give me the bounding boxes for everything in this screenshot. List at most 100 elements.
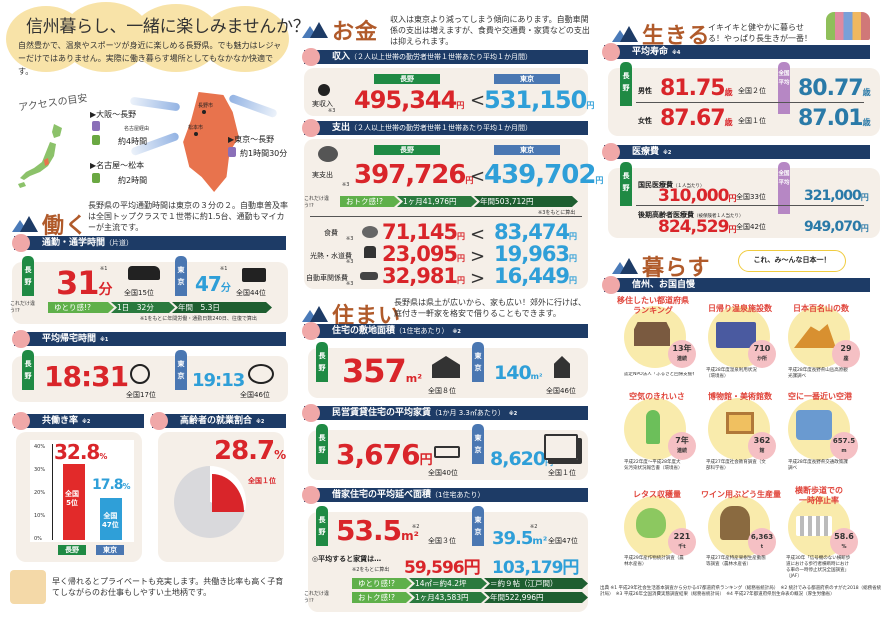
item-source: 平成30年「信号機のない横断歩道における歩行者横断時における車の一時停止状況全国…	[786, 556, 851, 579]
bar-sublabel: （片道）	[105, 239, 134, 247]
note: ※4	[672, 50, 681, 56]
sublabel: （１人当たり）	[673, 184, 705, 189]
food-icon	[362, 226, 378, 238]
row-label: 実支出	[312, 171, 333, 179]
note: ※2	[663, 150, 672, 156]
item-label: 光熱・水道費	[310, 252, 352, 260]
tag-nagano: 長野	[316, 342, 328, 382]
chevron: ゆとり感!?	[48, 302, 114, 313]
bar-life-expectancy: 平均寿命 ※4	[602, 43, 870, 61]
bar-return-home: 平均帰宅時間 ※1	[12, 330, 286, 348]
bullet-circle	[302, 486, 320, 504]
value: 221	[673, 532, 691, 541]
tick: 30%	[34, 467, 46, 473]
value: 81.75	[660, 76, 726, 101]
item-badge: 13年 連続	[668, 340, 696, 368]
compare-sign: <	[470, 166, 486, 187]
rank: 全国44位	[236, 289, 266, 297]
note: ※2	[530, 524, 538, 530]
bullet-circle	[602, 43, 620, 61]
unit: 座	[843, 356, 849, 362]
rank: 全国46位	[240, 391, 270, 399]
tag-tokyo: 東京	[472, 342, 484, 382]
bullet-circle	[12, 234, 30, 252]
bar-label: 平均寿命	[632, 47, 669, 57]
value: 29	[840, 344, 852, 353]
note: ※2	[82, 419, 91, 425]
unit: m	[841, 448, 847, 454]
label-tokyo: 東京	[494, 145, 560, 155]
value: 39.5	[492, 528, 533, 549]
avg-rent-nagano: 59,596円	[404, 558, 481, 578]
bar-elderly-employment: 高齢者の就業割合 ※2	[150, 412, 286, 430]
grape-man-icon	[720, 506, 750, 540]
unit: %	[99, 452, 108, 461]
mountain-icon	[302, 22, 328, 38]
value: 23,095	[382, 242, 458, 266]
unit: 円	[595, 176, 604, 185]
bar-tokyo	[100, 498, 122, 540]
unit: 円	[457, 276, 466, 285]
expense-tokyo: 439,702円	[484, 160, 603, 190]
section-desc: 長野県の平均通勤時間は東京の３分の２。自動車普及率は全国トップクラスで１世帯に約…	[88, 201, 288, 232]
rank: 全国１位	[738, 117, 766, 125]
value: 321,000	[804, 188, 862, 204]
dual-tokyo-value: 17.8%	[92, 477, 131, 493]
route-via: 名古屋経由	[124, 126, 150, 132]
unit: か所	[756, 356, 767, 362]
medical-elderly-nagano: 824,529円	[658, 217, 736, 237]
row-label: 実収入	[312, 100, 333, 108]
unit: m²	[405, 372, 423, 385]
utilities-nagano: 23,095円	[382, 242, 465, 266]
unit: t	[760, 544, 764, 550]
section-header-life: 生きる	[612, 18, 711, 50]
tag-nagano: 長野	[22, 256, 34, 296]
train-icon	[242, 268, 266, 282]
route-time: 約1時間30分	[240, 149, 288, 158]
mountain-icon	[302, 306, 328, 322]
rank: 全国46位	[546, 387, 576, 395]
unit: 連続	[676, 356, 687, 362]
commute-tokyo-value: 47分	[195, 272, 231, 296]
bar-expense: 支出（２人以上世帯の勤労者世帯１世帯あたり平均１か月間）	[302, 119, 588, 137]
note: ※2	[256, 419, 265, 425]
sources-footnote: 出典 ※1 平成29年社会生活基本調査から分かる47都道府県ランキング（総務省統…	[600, 586, 882, 597]
section-header-work: 働く	[12, 208, 88, 240]
chevron: おトク感!?	[352, 592, 412, 603]
rank: 全国８位	[428, 387, 456, 395]
value: 32,981	[382, 264, 458, 288]
unit: 円	[860, 224, 869, 233]
route-arrow	[129, 96, 181, 112]
unit: 歳	[862, 118, 871, 127]
small-house-icon	[554, 356, 570, 378]
bullet-circle	[302, 119, 320, 137]
route-tokyo-nagano: ▶東京～長野	[228, 135, 275, 144]
city-label-nagano: 長野市	[198, 103, 214, 109]
bar-land-area: 住宅の敷地面積（1住宅あたり） ※2	[302, 322, 588, 340]
compare-sign: >	[470, 246, 486, 267]
bar-floor-area: 借家住宅の平均延べ面積（1住宅あたり）	[302, 486, 588, 504]
item-label: 自動車関係費	[306, 274, 348, 282]
floor-tokyo: 39.5m²	[492, 528, 547, 549]
note: ※2	[508, 411, 518, 417]
city-label-matsumoto: 松本市	[188, 125, 204, 131]
unit: %	[122, 482, 131, 491]
value: 310,000	[658, 186, 729, 206]
tag-tokyo: 東京	[175, 256, 187, 296]
compare-sign: >	[470, 268, 486, 289]
item-source: 平成27年度社会教育調査（文部科学省）	[706, 460, 766, 471]
hero-title: 信州暮らし、一緒に楽しみませんか？	[26, 17, 310, 37]
medical-elderly-national: 949,070円	[804, 219, 869, 235]
note: ※3	[346, 281, 354, 287]
item-source: 平成27年産特産果樹生産動態等調査（農林水産省）	[706, 556, 766, 567]
unit: 円	[545, 458, 554, 467]
unit: 館	[759, 448, 765, 454]
unit: 分	[98, 282, 113, 298]
bar-local-pride: 信州、お国自慢	[602, 276, 870, 294]
rent-tokyo: 8,620円	[490, 448, 553, 470]
value: 140	[494, 362, 532, 384]
unit: 歳	[862, 88, 871, 97]
item-badge: 58.6%	[830, 528, 858, 556]
bar-label: 民営賃貸住宅の平均家賃	[332, 408, 432, 418]
item-title: 博物館・美術館数	[708, 392, 772, 401]
